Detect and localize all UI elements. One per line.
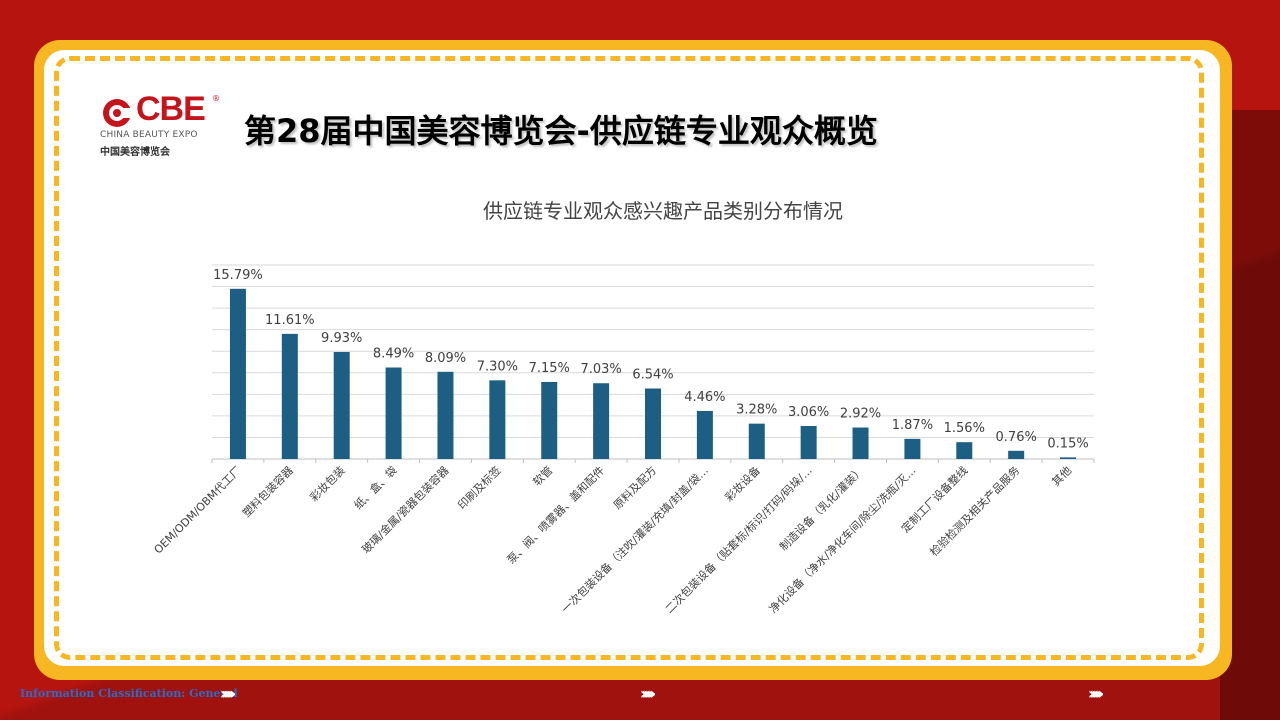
- data-label: 7.30%: [477, 359, 518, 374]
- chevron-decoration-left: ›››››››: [220, 684, 236, 703]
- bar: [800, 426, 817, 459]
- bar: [904, 438, 921, 459]
- category-label: 其他: [1049, 464, 1074, 489]
- bar: [229, 288, 246, 459]
- bar: [541, 381, 558, 459]
- data-label: 7.15%: [529, 361, 570, 376]
- data-label: 0.76%: [996, 430, 1037, 445]
- cbe-logo: CBE ® CHINA BEAUTY EXPO 中国美容博览会: [100, 90, 230, 160]
- data-label: 1.56%: [944, 421, 985, 436]
- logo-brand-text: CBE: [136, 90, 206, 128]
- data-label: 2.92%: [840, 407, 881, 422]
- data-label: 3.06%: [788, 405, 829, 420]
- category-label: 印刷及标签: [455, 463, 504, 512]
- bar: [696, 410, 713, 459]
- bar: [489, 380, 506, 459]
- category-label: 检验检测及相关产品服务: [927, 463, 1022, 558]
- bar: [956, 442, 973, 459]
- data-label: 8.49%: [373, 346, 414, 361]
- category-label: 软管: [530, 463, 555, 488]
- category-label: 塑料包装容器: [239, 463, 296, 520]
- category-label: 彩妆包装: [308, 464, 348, 504]
- bar: [593, 383, 610, 459]
- bar: [1060, 457, 1077, 459]
- data-label: 0.15%: [1047, 436, 1088, 451]
- chevron-decoration-right: ›››››››: [1088, 684, 1104, 703]
- bar: [437, 371, 454, 459]
- logo-chinese-name: 中国美容博览会: [100, 147, 170, 158]
- category-label: OEM/ODM/OBM代工厂: [152, 464, 245, 557]
- cbe-logo-mark-icon: [103, 99, 131, 127]
- bar: [748, 423, 765, 459]
- bar: [1008, 450, 1025, 459]
- data-label: 8.09%: [425, 351, 466, 366]
- category-label: 彩妆设备: [722, 463, 763, 504]
- data-label: 7.03%: [580, 362, 621, 377]
- data-label: 6.54%: [632, 368, 673, 383]
- chevron-decoration-center: ›››››››: [640, 684, 656, 703]
- logo-english-name: CHINA BEAUTY EXPO: [100, 130, 198, 140]
- data-label: 11.61%: [265, 313, 315, 328]
- bar: [645, 388, 661, 459]
- category-label: 制造设备（乳化/灌装）: [776, 463, 866, 553]
- category-label: 纸、盒、袋: [351, 463, 400, 512]
- data-label: 9.93%: [321, 331, 362, 346]
- bar: [385, 367, 402, 459]
- dashed-frame: [54, 56, 1204, 660]
- data-label: 4.46%: [684, 390, 725, 405]
- logo-registered-mark: ®: [212, 94, 220, 103]
- category-label: 原料及配方: [610, 463, 659, 512]
- page-title: 第28届中国美容博览会-供应链专业观众概览: [244, 112, 878, 150]
- classification-label: Information Classification: General: [20, 687, 238, 700]
- chart-title: 供应链专业观众感兴趣产品类别分布情况: [483, 199, 843, 223]
- category-label: 泵、阀、喷雾器、盖和配件: [504, 463, 607, 566]
- category-label: 玻璃/金属/瓷器包装容器: [359, 463, 452, 556]
- bar: [333, 351, 350, 459]
- data-label: 1.87%: [892, 418, 933, 433]
- data-label: 3.28%: [736, 403, 777, 418]
- data-label: 15.79%: [213, 268, 263, 283]
- bar: [281, 333, 298, 459]
- bar: [852, 427, 869, 459]
